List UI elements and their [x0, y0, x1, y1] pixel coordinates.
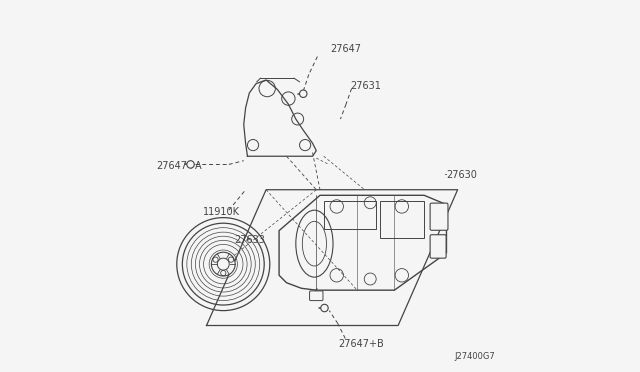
- Text: 27630: 27630: [447, 170, 477, 180]
- FancyBboxPatch shape: [430, 203, 448, 230]
- Text: J27400G7: J27400G7: [454, 352, 495, 361]
- Text: 27633: 27633: [234, 235, 266, 245]
- FancyBboxPatch shape: [430, 235, 446, 258]
- Text: 27647: 27647: [330, 44, 362, 54]
- Text: 27647+A: 27647+A: [156, 161, 202, 170]
- Circle shape: [321, 304, 328, 312]
- Circle shape: [187, 161, 195, 168]
- Circle shape: [211, 252, 235, 276]
- Text: 11910K: 11910K: [203, 207, 240, 217]
- Text: 27647+B: 27647+B: [338, 339, 383, 349]
- Text: 27631: 27631: [349, 81, 381, 90]
- Circle shape: [300, 90, 307, 97]
- FancyBboxPatch shape: [310, 291, 323, 301]
- Circle shape: [218, 258, 229, 270]
